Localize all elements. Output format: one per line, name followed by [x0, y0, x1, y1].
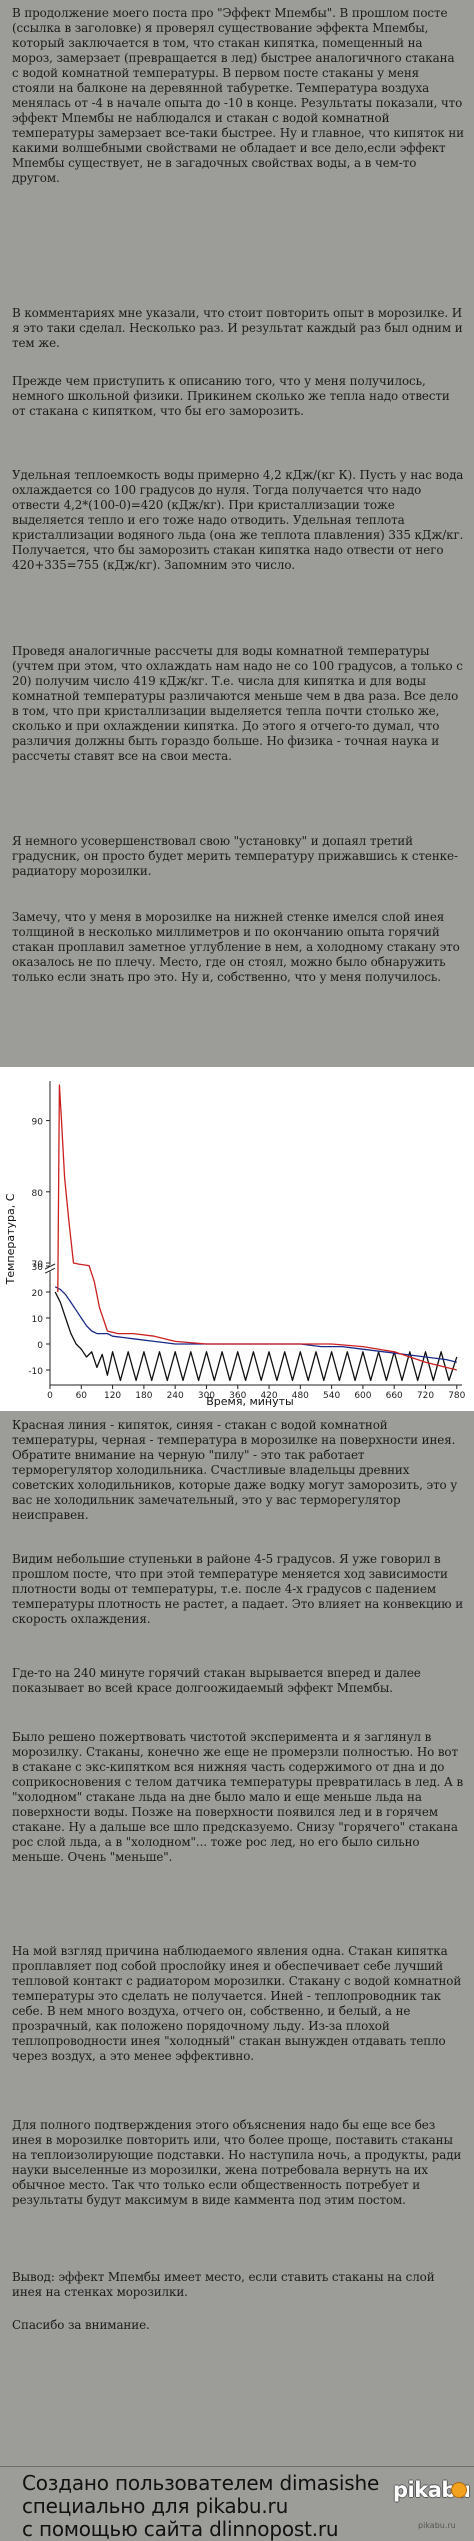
paragraph-text: На мой взгляд причина наблюдаемого явлен… [12, 1944, 462, 2063]
x-tick-label: 240 [167, 1391, 184, 1401]
y-tick-label: 90 [32, 1118, 44, 1128]
paragraph-text: Красная линия - кипяток, синяя - стакан … [12, 1418, 458, 1522]
paragraph-text: Для полного подтверждения этого объяснен… [12, 2118, 462, 2207]
y-tick-label: 30 [32, 1263, 44, 1273]
x-tick-label: 540 [323, 1391, 340, 1401]
paragraph: В комментариях мне указали, что стоит по… [0, 306, 474, 351]
x-tick-label: 720 [417, 1391, 434, 1401]
footer-line-site: специально для pikabu.ru [22, 2494, 289, 2518]
paragraph-text: Я немного усовершенствовал свою "установ… [12, 834, 458, 878]
paragraph-text: Было решено пожертвовать чистотой экспер… [12, 1730, 464, 1864]
y-axis-label: Температура, С [4, 1193, 17, 1285]
x-tick-label: 780 [448, 1391, 465, 1401]
x-tick-label: 120 [104, 1391, 121, 1401]
y-tick-label: 20 [32, 1289, 44, 1299]
paragraph: Замечу, что у меня в морозилке на нижней… [0, 910, 474, 985]
pikabu-logo-caption: pikabu.ru [418, 2521, 456, 2530]
paragraph: Где-то на 240 минуте горячий стакан выры… [0, 1666, 474, 1696]
paragraph: Прежде чем приступить к описанию того, ч… [0, 374, 474, 419]
series-line-1 [54, 1286, 457, 1363]
x-tick-label: 60 [76, 1391, 88, 1401]
paragraph-text: Вывод: эффект Мпембы имеет место, если с… [12, 2270, 435, 2299]
paragraph: В продолжение моего поста про "Эффект Мп… [0, 6, 474, 186]
paragraph-text: Удельная теплоемкость воды примерно 4,2 … [12, 468, 464, 572]
x-axis-label: Время, минуты [206, 1395, 293, 1408]
y-tick-label: -10 [28, 1367, 43, 1377]
paragraph: Проведя аналогичные рассчеты для воды ко… [0, 644, 474, 764]
paragraph: Спасибо за внимание. [0, 2318, 474, 2333]
x-tick-label: 0 [47, 1391, 53, 1401]
x-tick-label: 420 [260, 1391, 277, 1401]
y-tick-label: 0 [37, 1341, 43, 1351]
paragraph-text: В комментариях мне указали, что стоит по… [12, 306, 463, 350]
paragraph: На мой взгляд причина наблюдаемого явлен… [0, 1944, 474, 2064]
paragraph: Красная линия - кипяток, синяя - стакан … [0, 1418, 474, 1523]
paragraph: Видим небольшие ступеньки в районе 4-5 г… [0, 1552, 474, 1627]
x-tick-label: 480 [292, 1391, 309, 1401]
paragraph-text: Прежде чем приступить к описанию того, ч… [12, 374, 450, 418]
paragraph-text: Спасибо за внимание. [12, 2318, 150, 2332]
footer: Создано пользователем dimasishe специаль… [0, 2466, 474, 2541]
y-tick-label: 10 [32, 1315, 44, 1325]
paragraph: Я немного усовершенствовал свою "установ… [0, 834, 474, 879]
paragraph-text: Где-то на 240 минуте горячий стакан выры… [12, 1666, 421, 1695]
footer-line-tool: с помощью сайта dlinnopost.ru [22, 2517, 339, 2541]
pikabu-logo[interactable]: pikabu [393, 2478, 471, 2508]
paragraph-text: Замечу, что у меня в морозилке на нижней… [12, 910, 460, 984]
paragraph-text: В продолжение моего поста про "Эффект Мп… [12, 6, 464, 185]
paragraph-text: Проведя аналогичные рассчеты для воды ко… [12, 644, 463, 763]
x-tick-label: 180 [135, 1391, 152, 1401]
temperature-chart: Температура, С Время, минуты 70 80 90 -10 0 1… [0, 1067, 474, 1411]
paragraph: Вывод: эффект Мпембы имеет место, если с… [0, 2270, 474, 2300]
series-line-2 [54, 1291, 458, 1382]
paragraph: Для полного подтверждения этого объяснен… [0, 2118, 474, 2208]
x-tick-label: 660 [386, 1391, 403, 1401]
paragraph-text: Видим небольшие ступеньки в районе 4-5 г… [12, 1552, 464, 1626]
pikabu-bump-icon [451, 2482, 467, 2498]
y-tick-label: 70 [32, 1260, 44, 1270]
chart-svg: Температура, С Время, минуты 70 80 90 -10 0 1… [4, 1081, 466, 1408]
x-tick-label: 360 [229, 1391, 246, 1401]
x-tick-label: 600 [354, 1391, 371, 1401]
footer-line-author: Создано пользователем dimasishe [22, 2471, 380, 2495]
paragraph: Удельная теплоемкость воды примерно 4,2 … [0, 468, 474, 573]
x-tick-label: 300 [198, 1391, 215, 1401]
series-line-0 [57, 1084, 457, 1371]
paragraph: Было решено пожертвовать чистотой экспер… [0, 1730, 474, 1865]
y-tick-label: 80 [32, 1189, 44, 1199]
